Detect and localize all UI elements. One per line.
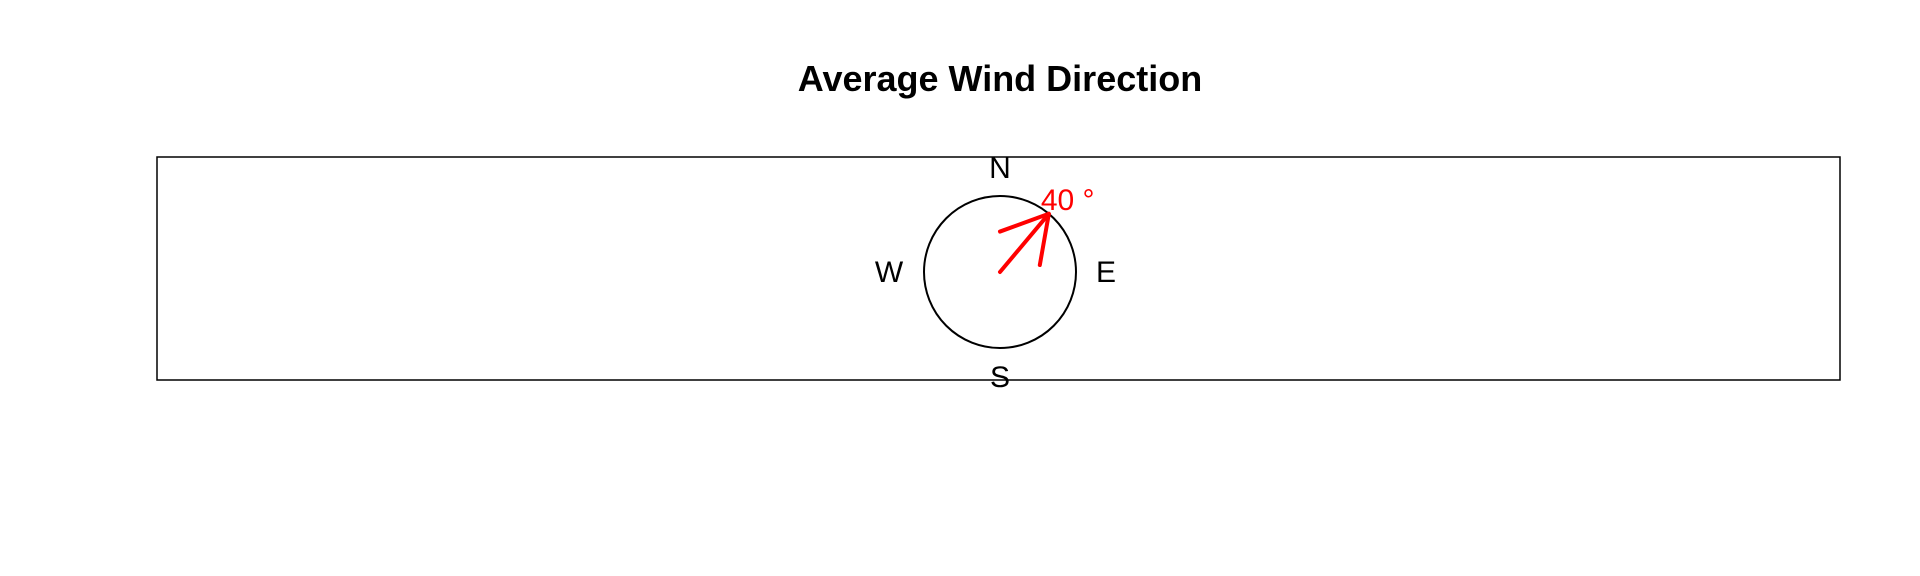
wind-arrow-shaft	[998, 211, 1051, 274]
wind-arrow	[997, 211, 1051, 274]
chart-title: Average Wind Direction	[798, 58, 1202, 99]
compass-label-east: E	[1096, 256, 1116, 289]
compass-label-north: N	[989, 152, 1011, 185]
compass-label-south: S	[990, 361, 1010, 394]
wind-angle-label: 40 °	[1041, 184, 1095, 217]
compass-label-west: W	[875, 256, 904, 289]
plot-frame	[156, 156, 1841, 381]
compass-circle	[923, 195, 1077, 349]
wind-arrow-head	[997, 211, 1051, 267]
